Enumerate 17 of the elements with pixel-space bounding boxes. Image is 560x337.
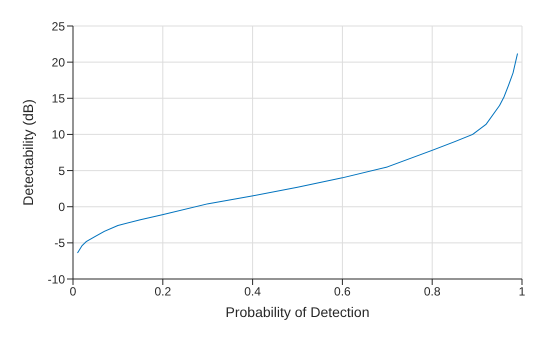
x-tick-label: 0.6: [334, 284, 352, 299]
x-tick-label: 0.8: [424, 284, 441, 299]
y-tick-label: 5: [58, 164, 66, 178]
x-tick-label: 1: [518, 284, 526, 299]
y-tick-label: 20: [52, 55, 66, 70]
y-tick-label: -10: [48, 272, 66, 286]
x-tick-label: 0.4: [244, 284, 262, 299]
y-tick-label: 25: [52, 19, 66, 34]
line-series: [76, 52, 518, 254]
y-axis-title: Detectability (dB): [20, 99, 36, 206]
x-tick-label: 0.2: [154, 284, 172, 299]
y-tick-label: 0: [58, 200, 66, 214]
x-tick-label: 0: [70, 284, 77, 299]
y-tick-label: 15: [52, 92, 66, 106]
y-tick-label: -5: [54, 236, 66, 250]
x-axis-title: Probability of Detection: [226, 304, 370, 320]
y-tick-label: 10: [52, 128, 66, 142]
